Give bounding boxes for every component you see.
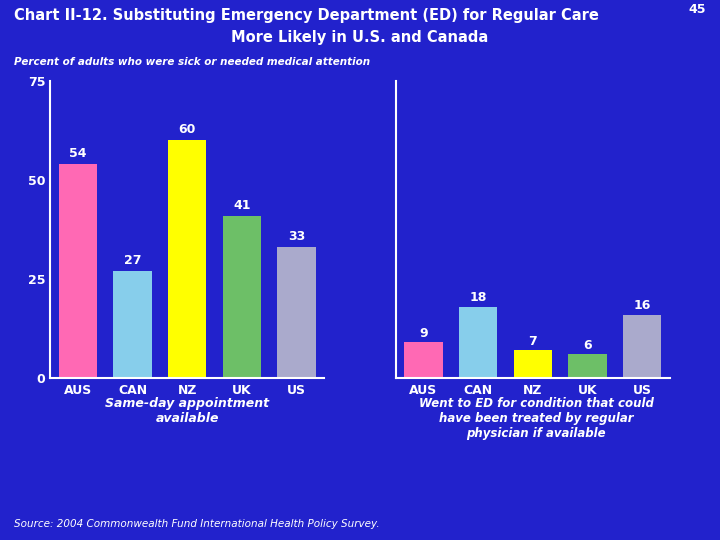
Bar: [513, 350, 552, 378]
Text: 60: 60: [179, 124, 196, 137]
Bar: [404, 342, 443, 378]
Bar: [113, 271, 152, 378]
Text: 18: 18: [469, 292, 487, 305]
Text: 27: 27: [124, 254, 141, 267]
Text: Went to ED for condition that could
have been treated by regular
physician if av: Went to ED for condition that could have…: [419, 397, 654, 440]
Text: More Likely in U.S. and Canada: More Likely in U.S. and Canada: [231, 30, 489, 45]
Bar: [459, 307, 498, 378]
Text: 41: 41: [233, 199, 251, 212]
Text: 9: 9: [419, 327, 428, 340]
Text: Percent of adults who were sick or needed medical attention: Percent of adults who were sick or neede…: [14, 57, 371, 67]
Text: 7: 7: [528, 335, 537, 348]
Text: 33: 33: [288, 231, 305, 244]
Text: 6: 6: [583, 339, 592, 352]
Bar: [58, 164, 97, 378]
Bar: [222, 215, 261, 378]
Text: 16: 16: [634, 299, 651, 312]
Bar: [568, 354, 607, 378]
Text: 45: 45: [688, 3, 706, 16]
Bar: [277, 247, 316, 378]
Text: Same-day appointment
available: Same-day appointment available: [105, 397, 269, 425]
Text: Chart II-12. Substituting Emergency Department (ED) for Regular Care: Chart II-12. Substituting Emergency Depa…: [14, 8, 599, 23]
Text: 54: 54: [69, 147, 86, 160]
Bar: [168, 140, 207, 378]
Text: Source: 2004 Commonwealth Fund International Health Policy Survey.: Source: 2004 Commonwealth Fund Internati…: [14, 519, 380, 529]
Bar: [623, 315, 662, 378]
